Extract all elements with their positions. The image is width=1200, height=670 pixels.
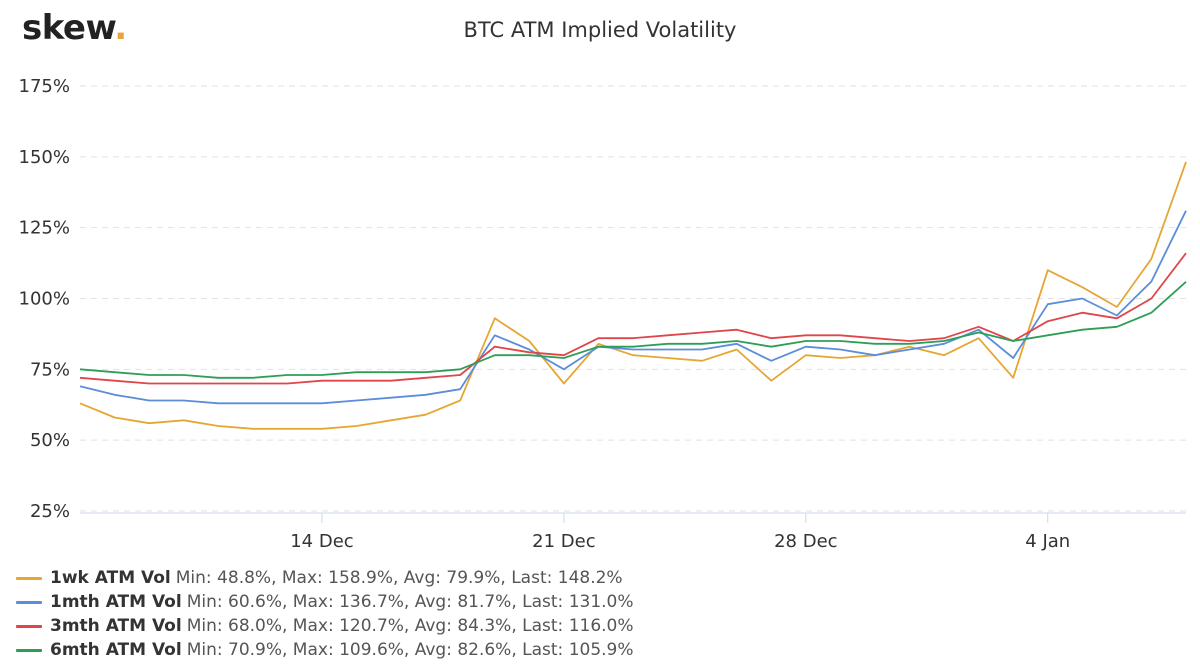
legend-series-stats: Min: 60.6%, Max: 136.7%, Avg: 81.7%, Las…: [186, 592, 634, 612]
x-axis: 14 Dec 21 Dec 28 Dec 4 Jan: [80, 512, 1186, 552]
y-tick-label: 50%: [30, 430, 70, 451]
x-tick-label: 14 Dec: [290, 531, 353, 552]
legend-swatch: [16, 624, 42, 628]
y-tick-label: 175%: [19, 76, 70, 97]
x-tick-label: 28 Dec: [774, 531, 837, 552]
legend-series-name: 6mth ATM Vol: [50, 640, 182, 660]
legend-swatch: [16, 576, 42, 580]
legend-series-stats: Min: 48.8%, Max: 158.9%, Avg: 79.9%, Las…: [175, 568, 623, 588]
series-line-1: [79, 210, 1187, 405]
grid-lines: [80, 85, 1186, 512]
y-tick-label: 150%: [19, 147, 70, 168]
x-tick-label: 21 Dec: [532, 531, 595, 552]
legend-series-name: 3mth ATM Vol: [50, 616, 182, 636]
y-tick-label: 25%: [30, 501, 70, 522]
legend-item[interactable]: 1wk ATM Vol Min: 48.8%, Max: 158.9%, Avg:…: [16, 566, 634, 590]
legend-item[interactable]: 3mth ATM Vol Min: 68.0%, Max: 120.7%, Avg…: [16, 614, 634, 638]
legend-swatch: [16, 648, 42, 652]
legend-swatch: [16, 600, 42, 604]
legend-series-name: 1mth ATM Vol: [50, 592, 182, 612]
volatility-chart: 25% 50% 75% 100% 125% 150% 175% 14 Dec 21 Dec 28…: [19, 76, 1187, 552]
y-axis-ticks: 25% 50% 75% 100% 125% 150% 175%: [19, 76, 70, 522]
logo-dot: .: [114, 8, 127, 48]
chart-title: BTC ATM Implied Volatility: [463, 18, 737, 42]
logo-text: skew: [22, 8, 115, 48]
legend-item[interactable]: 6mth ATM Vol Min: 70.9%, Max: 109.6%, Avg…: [16, 638, 634, 662]
legend-item[interactable]: 1mth ATM Vol Min: 60.6%, Max: 136.7%, Avg…: [16, 590, 634, 614]
legend-series-stats: Min: 68.0%, Max: 120.7%, Avg: 84.3%, Las…: [186, 616, 634, 636]
skew-logo: skew.: [22, 8, 127, 48]
legend-series-stats: Min: 70.9%, Max: 109.6%, Avg: 82.6%, Las…: [186, 640, 634, 660]
x-tick-label: 4 Jan: [1025, 531, 1070, 552]
y-tick-label: 125%: [19, 218, 70, 239]
y-tick-label: 100%: [19, 289, 70, 310]
y-tick-label: 75%: [30, 359, 70, 380]
legend-series-name: 1wk ATM Vol: [50, 568, 171, 588]
series-line-2: [79, 252, 1187, 385]
series-line-0: [79, 161, 1187, 430]
series-line-3: [79, 281, 1187, 379]
chart-legend[interactable]: 1wk ATM Vol Min: 48.8%, Max: 158.9%, Avg:…: [16, 566, 634, 662]
series-lines: [79, 161, 1187, 430]
